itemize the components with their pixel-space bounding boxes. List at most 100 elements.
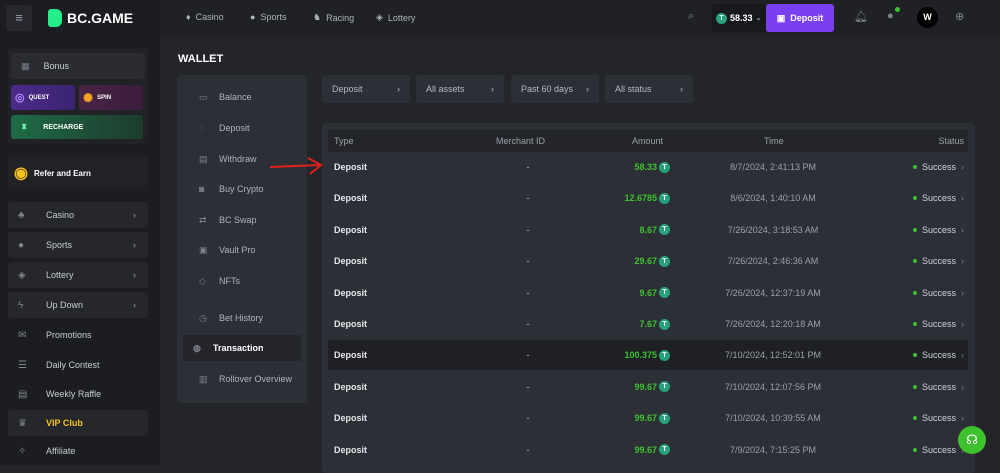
table-row[interactable]: Deposit - 7.67 T 7/26/2024, 12:20:18 AM S… (328, 309, 968, 340)
sidebar-item-sports[interactable]: ● Sports › (8, 232, 148, 258)
wallet-menu-vault-pro[interactable]: ▣ Vault Pro (189, 237, 307, 263)
header-type: Type (334, 136, 354, 146)
cell-merchant-id: - (526, 350, 530, 361)
cell-amount: 58.33 T (634, 161, 670, 173)
cell-time: 7/10/2024, 12:52:01 PM (724, 350, 822, 361)
filter-all-assets[interactable]: All assets › (416, 75, 504, 103)
tether-icon: T (716, 12, 727, 24)
avatar[interactable]: W (917, 7, 938, 28)
balance-selector[interactable]: T 58.33 ⌄ (712, 4, 766, 32)
menu-toggle-button[interactable]: ≡ (6, 5, 32, 31)
bonus-label: Bonus (43, 61, 70, 71)
cell-type: Deposit (334, 256, 368, 267)
status-dot (912, 447, 917, 452)
sidebar-item-lottery[interactable]: ◈ Lottery › (8, 262, 148, 288)
wallet-icon: ▣ (776, 12, 786, 23)
sidebar-item-up-down[interactable]: ϟ Up Down › (8, 292, 148, 318)
cell-amount: 99.67 T (634, 444, 670, 456)
refer-and-earn-banner[interactable]: ◉ Refer and Earn (8, 155, 148, 191)
sidebar-item-label: Promotions (46, 330, 92, 340)
wallet-menu-balance[interactable]: ▭ Balance (189, 84, 307, 110)
wallet-menu-transaction[interactable]: ◍ Transaction (183, 335, 301, 361)
deposit-label: Deposit (790, 13, 824, 23)
logo[interactable]: BC.GAME (48, 9, 133, 27)
filter-past-60-days[interactable]: Past 60 days › (511, 75, 599, 103)
quest-button[interactable]: ◎ QUEST (11, 85, 75, 110)
chevron-right-icon: › (961, 381, 964, 392)
chevron-right-icon: › (961, 350, 964, 361)
chat-icon[interactable]: ● (887, 7, 900, 22)
wallet-menu-bet-history[interactable]: ◷ Bet History (189, 305, 307, 331)
table-row[interactable]: Deposit - 58.33 T 8/7/2024, 2:41:13 PM Su… (328, 152, 968, 183)
filter-all-status[interactable]: All status › (605, 75, 693, 103)
status-dot (912, 416, 917, 421)
wallet-menu-buy-crypto[interactable]: ◙ Buy Crypto (189, 176, 307, 202)
filter-deposit[interactable]: Deposit › (322, 75, 410, 103)
sidebar-item-weekly-raffle[interactable]: ▤ Weekly Raffle (8, 381, 148, 407)
table-row[interactable]: Deposit - 29.67 T 7/26/2024, 2:46:36 AM S… (328, 246, 968, 278)
nav-icon: ϟ (18, 299, 24, 311)
cell-time: 7/9/2024, 7:15:25 PM (729, 444, 817, 455)
cell-type: Deposit (334, 381, 368, 392)
chevron-right-icon: › (133, 240, 136, 250)
filter-label: All assets (426, 84, 465, 94)
sidebar-item-label: Casino (46, 210, 75, 220)
sidebar-item-affiliate[interactable]: ✧ Affiliate (8, 438, 148, 464)
topnav-label: Sports (260, 12, 287, 22)
topnav-casino[interactable]: ♦ Casino (186, 12, 224, 22)
bell-icon[interactable]: 🔔︎ (854, 11, 868, 23)
recharge-button[interactable]: ♜ RECHARGE (11, 115, 143, 139)
topnav-lottery[interactable]: ◈ Lottery (376, 12, 415, 23)
globe-icon[interactable]: ⊕ (955, 11, 965, 23)
amount-value: 9.67 (639, 287, 657, 298)
topnav-racing[interactable]: ♞ Racing (313, 12, 354, 23)
deposit-button[interactable]: ▣ Deposit (766, 4, 834, 32)
cell-amount: 29.67 T (634, 255, 670, 267)
wallet-menu-bc-swap[interactable]: ⇄ BC Swap (189, 207, 307, 233)
sidebar-item-label: Sports (46, 240, 73, 250)
cell-status: Success › (912, 381, 964, 392)
sidebar: ≡ BC.GAME ▦ Bonus ◎ QUEST ✺ SPIN ♜ RECHARGE … (0, 0, 160, 465)
sidebar-item-vip-club[interactable]: ♛ VIP Club (8, 410, 148, 436)
amount-value: 58.33 (634, 162, 657, 172)
sidebar-item-casino[interactable]: ♣ Casino › (8, 202, 148, 228)
menu-icon: ◍ (193, 342, 201, 353)
tether-icon: T (659, 381, 670, 393)
table-row[interactable]: Deposit - 100.375 T 7/10/2024, 12:52:01 P… (328, 340, 968, 372)
tether-icon: T (659, 318, 670, 330)
cell-type: Deposit (334, 319, 368, 329)
spin-button[interactable]: ✺ SPIN (79, 85, 143, 110)
table-row[interactable]: Deposit - 99.67 T 7/10/2024, 12:07:56 PM … (328, 372, 968, 403)
cell-status: Success › (912, 413, 964, 423)
table-row[interactable]: Deposit - 9.67 T 7/26/2024, 12:37:19 AM S… (328, 278, 968, 309)
cell-type: Deposit (334, 444, 368, 455)
topnav-sports[interactable]: ● Sports (250, 12, 286, 22)
status-dot (912, 227, 917, 232)
top-bar: ♦ Casino ● Sports ♞ Racing ◈ Lottery ⌕ T 58.3… (160, 0, 1000, 36)
support-headset-icon[interactable]: ☊ (958, 426, 986, 454)
wallet-menu-nfts[interactable]: ◇ NFTs (189, 268, 307, 294)
tether-icon: T (659, 224, 670, 236)
wallet-menu-deposit[interactable]: ◌ Deposit (189, 115, 307, 141)
table-row[interactable]: Deposit - 8.67 T 7/26/2024, 3:18:53 AM Su… (328, 215, 968, 246)
status-label: Success (921, 381, 956, 392)
chevron-right-icon: › (961, 193, 964, 204)
wallet-menu-rollover-overview[interactable]: ▥ Rollover Overview (189, 366, 307, 392)
chevron-right-icon: › (491, 84, 494, 94)
cell-time: 7/26/2024, 2:46:36 AM (727, 256, 819, 267)
chevron-right-icon: › (586, 84, 589, 94)
table-row[interactable]: Deposit - 99.67 T 7/10/2024, 10:39:55 AM … (328, 403, 968, 435)
wallet-menu-withdraw[interactable]: ▤ Withdraw (189, 146, 307, 172)
menu-label: Withdraw (219, 154, 257, 164)
table-row[interactable]: Deposit - 99.67 T 7/9/2024, 7:15:25 PM Su… (328, 435, 968, 466)
amount-value: 99.67 (634, 413, 657, 424)
cell-type: Deposit (334, 350, 368, 361)
nav-icon: ● (18, 239, 25, 251)
table-row[interactable]: Deposit - 12.6785 T 8/6/2024, 1:40:10 AM … (328, 183, 968, 215)
sidebar-item-daily-contest[interactable]: ☰ Daily Contest (8, 352, 148, 378)
sidebar-item-promotions[interactable]: ✉ Promotions (8, 322, 148, 348)
cell-status: Success › (912, 162, 964, 172)
tether-icon: T (659, 161, 670, 173)
bonus-button[interactable]: ▦ Bonus (11, 53, 145, 79)
search-icon[interactable]: ⌕ (688, 10, 695, 22)
